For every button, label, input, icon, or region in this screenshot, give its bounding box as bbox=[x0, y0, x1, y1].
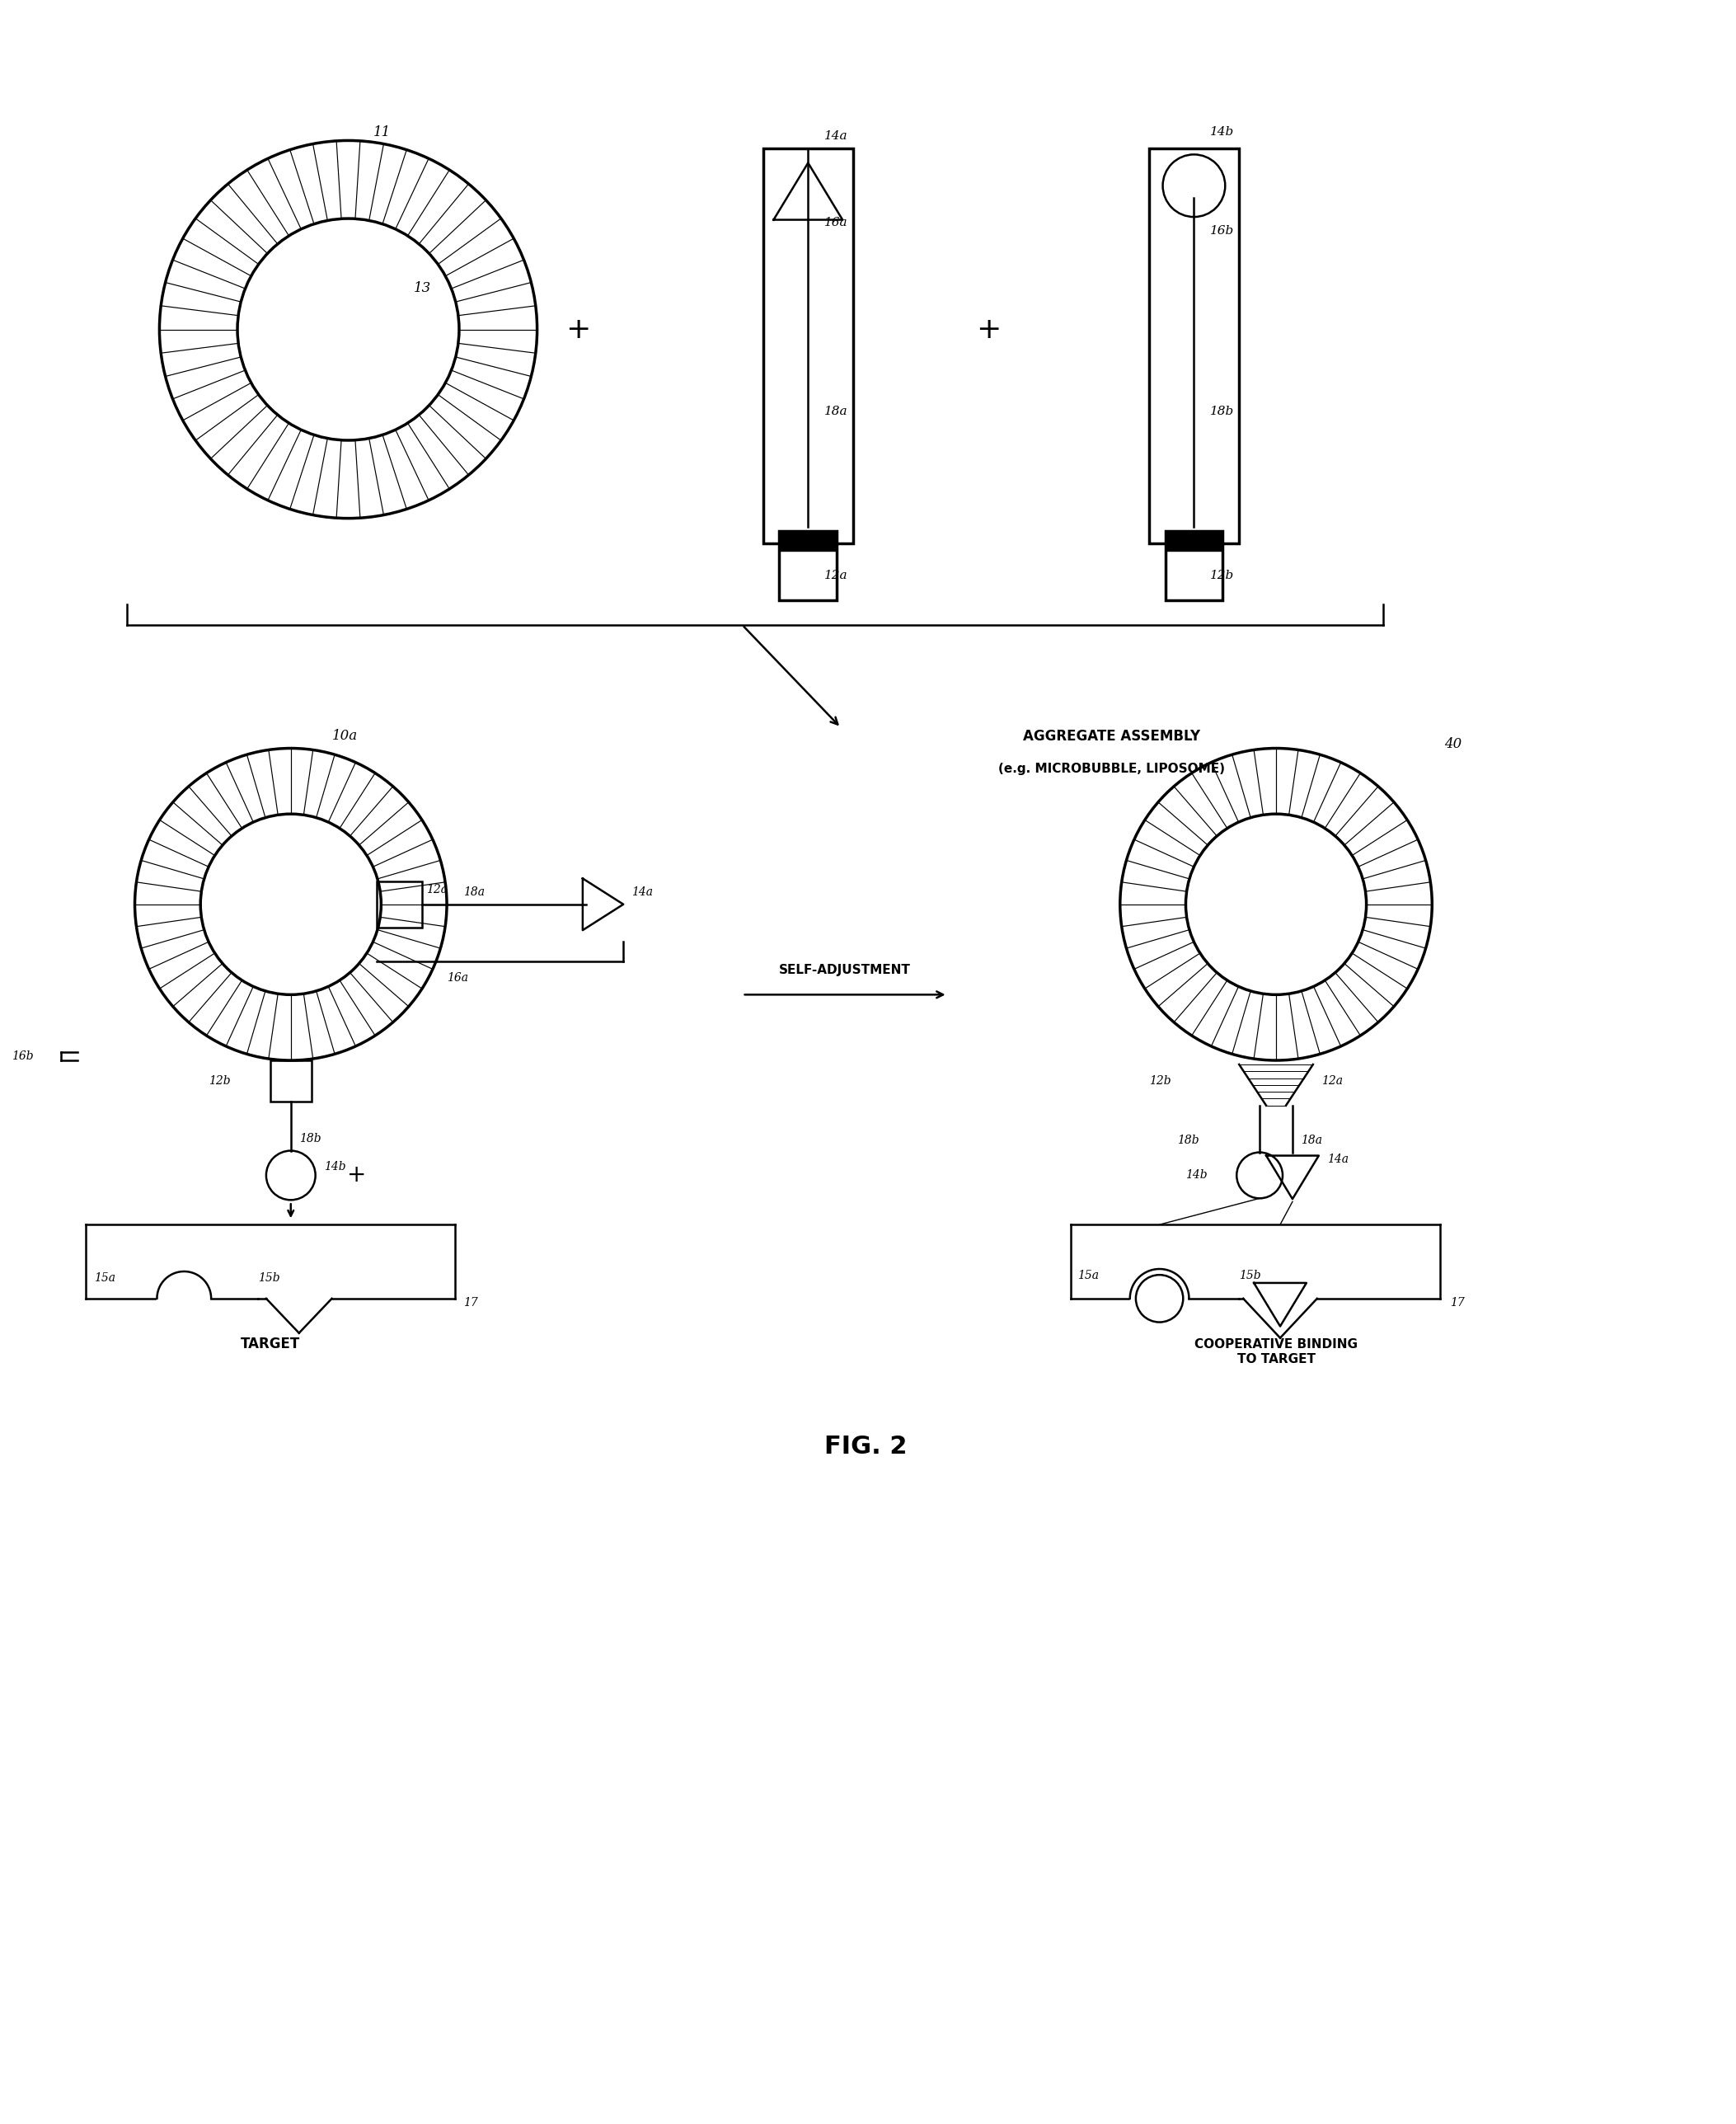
Text: 12a: 12a bbox=[825, 569, 849, 582]
Text: 18b: 18b bbox=[299, 1132, 321, 1145]
Text: 12b: 12b bbox=[1149, 1075, 1170, 1087]
Text: 17: 17 bbox=[1450, 1298, 1465, 1308]
Text: 14a: 14a bbox=[632, 886, 653, 898]
Text: 10a: 10a bbox=[332, 729, 358, 743]
Text: 14b: 14b bbox=[323, 1162, 345, 1172]
Text: AGGREGATE ASSEMBLY: AGGREGATE ASSEMBLY bbox=[1023, 729, 1201, 743]
Text: COOPERATIVE BINDING
TO TARGET: COOPERATIVE BINDING TO TARGET bbox=[1194, 1338, 1358, 1366]
Text: 16a: 16a bbox=[446, 973, 469, 983]
Bar bbox=[762, 149, 852, 544]
Text: 16a: 16a bbox=[825, 217, 849, 229]
Text: 14b: 14b bbox=[1186, 1170, 1208, 1181]
Text: SELF-ADJUSTMENT: SELF-ADJUSTMENT bbox=[779, 964, 911, 977]
Text: 14a: 14a bbox=[1326, 1153, 1349, 1164]
Bar bbox=[779, 531, 837, 550]
Text: 12a: 12a bbox=[427, 884, 448, 896]
Text: 15a: 15a bbox=[94, 1272, 115, 1283]
Text: +: + bbox=[566, 314, 590, 344]
Bar bbox=[377, 881, 422, 928]
Text: 18a: 18a bbox=[825, 406, 849, 416]
Text: 11: 11 bbox=[373, 125, 391, 140]
Text: 13: 13 bbox=[413, 280, 432, 295]
Text: 18a: 18a bbox=[464, 886, 484, 898]
Text: 17: 17 bbox=[464, 1298, 477, 1308]
Text: 16b: 16b bbox=[12, 1051, 33, 1062]
Bar bbox=[271, 1060, 311, 1102]
Text: 18b: 18b bbox=[1210, 406, 1234, 416]
Text: 15b: 15b bbox=[259, 1272, 279, 1283]
Text: 18b: 18b bbox=[1177, 1134, 1200, 1147]
Bar bbox=[1165, 531, 1222, 601]
Text: FIG. 2: FIG. 2 bbox=[825, 1434, 906, 1459]
Text: 12b: 12b bbox=[1210, 569, 1234, 582]
Text: 14b: 14b bbox=[1210, 127, 1234, 138]
Text: +: + bbox=[347, 1164, 366, 1187]
Bar bbox=[1165, 531, 1222, 550]
Text: 12a: 12a bbox=[1321, 1075, 1342, 1087]
Text: TARGET: TARGET bbox=[241, 1336, 300, 1351]
Text: 14a: 14a bbox=[825, 132, 849, 142]
Text: 15b: 15b bbox=[1240, 1270, 1260, 1281]
Bar bbox=[1149, 149, 1240, 544]
Text: 40: 40 bbox=[1444, 737, 1462, 752]
Text: 15a: 15a bbox=[1078, 1270, 1099, 1281]
Text: (e.g. MICROBUBBLE, LIPOSOME): (e.g. MICROBUBBLE, LIPOSOME) bbox=[998, 763, 1226, 775]
Bar bbox=[779, 531, 837, 601]
Text: 18a: 18a bbox=[1300, 1134, 1323, 1147]
Text: 12b: 12b bbox=[208, 1075, 231, 1087]
Text: +: + bbox=[976, 314, 1002, 344]
Text: 16b: 16b bbox=[1210, 225, 1234, 236]
